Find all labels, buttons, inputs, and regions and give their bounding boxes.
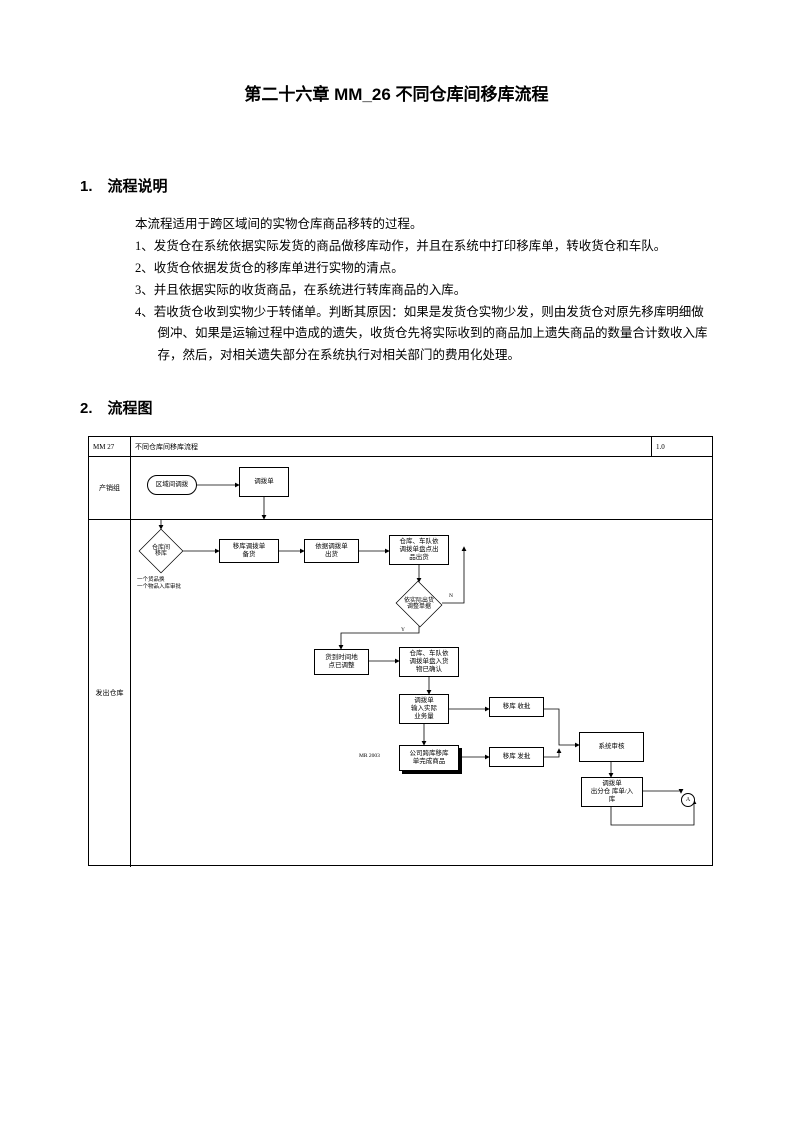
flow-node-n11: 移库 收批 — [489, 697, 544, 717]
section1-body: 本流程适用于跨区域间的实物仓库商品移转的过程。 1、发货仓在系统依据实际发货的商… — [135, 214, 713, 367]
swimlane-divider — [89, 519, 712, 520]
flow-node-n7: 依实际出货 调整单据 — [395, 582, 443, 626]
flow-node-n12: 公司跨库移库 单完成商品 — [399, 745, 459, 771]
flow-note: MR 2003 — [359, 753, 380, 760]
section1-intro: 本流程适用于跨区域间的实物仓库商品移转的过程。 — [135, 214, 713, 236]
section1-item-1: 1、发货仓在系统依据实际发货的商品做移库动作，并且在系统中打印移库单，转收货仓和… — [135, 236, 713, 258]
flow-node-n3: 仓库间 移库 — [139, 529, 183, 573]
flowchart-title: 不同仓库间移库流程 — [131, 437, 652, 456]
chapter-title: 第二十六章 MM_26 不同仓库间移库流程 — [80, 80, 713, 105]
flowchart-header: MM 27 不同仓库间移库流程 1.0 — [89, 437, 712, 457]
flow-note: N — [449, 593, 453, 600]
flow-connector: A — [681, 793, 695, 807]
flow-node-n1: 区域间调拨 — [147, 475, 197, 495]
flowchart: MM 27 不同仓库间移库流程 1.0 产销组发出仓库 区域间调拨 调拨单仓库间 移… — [88, 436, 713, 866]
swimlane-label: 产销组 — [89, 457, 131, 519]
flow-node-n10: 调拨单 输入实际 业务量 — [399, 694, 449, 724]
flowchart-code: MM 27 — [89, 437, 131, 456]
section1-item-2: 2、收货仓依据发货仓的移库单进行实物的清点。 — [135, 258, 713, 280]
flow-node-n8: 货到时间地 点已调整 — [314, 649, 369, 675]
flow-node-n6: 仓库、车队依 调拨单盘点出 品出货 — [389, 535, 449, 565]
flow-node-n5: 依据调拨单 出货 — [304, 539, 359, 563]
flow-node-n13: 移库 发批 — [489, 747, 544, 767]
section2-heading: 2. 流程图 — [80, 397, 713, 418]
section1-item-4: 4、若收货仓收到实物少于转储单。判断其原因：如果是发货仓实物少发，则由发货仓对原… — [135, 302, 713, 368]
flow-node-n9: 仓库、车队依 调拨单盘入货 物已确认 — [399, 647, 459, 677]
flow-node-n15: 调拨单 出分仓 库单/入 库 — [581, 777, 643, 807]
flow-node-n14: 系统审核 — [579, 732, 644, 762]
flowchart-ver: 1.0 — [652, 437, 712, 456]
swimlane-label: 发出仓库 — [89, 519, 131, 867]
flow-note: 一个货品换 一个物品入库审批 — [137, 577, 181, 590]
section1-item-3: 3、并且依据实际的收货商品，在系统进行转库商品的入库。 — [135, 280, 713, 302]
flowchart-body: 产销组发出仓库区域间调拨调拨单仓库间 移库移库调拨单 备货依据调拨单 出货仓库、… — [89, 457, 712, 865]
flow-note: Y — [401, 627, 405, 634]
flow-node-n4: 移库调拨单 备货 — [219, 539, 279, 563]
flow-node-n2: 调拨单 — [239, 467, 289, 497]
section1-heading: 1. 流程说明 — [80, 175, 713, 196]
